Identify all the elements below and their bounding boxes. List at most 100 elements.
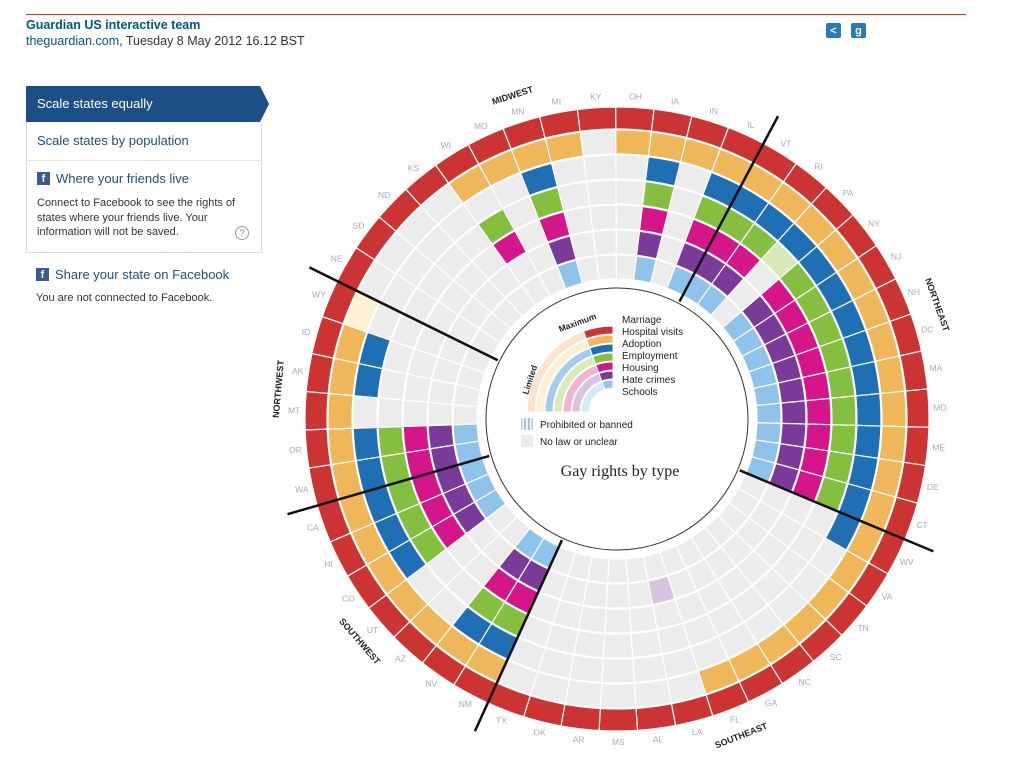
cell-OH-employment[interactable] (615, 179, 647, 207)
state-label-CO[interactable]: CO (342, 594, 355, 604)
state-label-CA[interactable]: CA (307, 523, 319, 533)
cell-AR-adoption[interactable] (568, 654, 604, 684)
cell-KY-schools[interactable] (595, 254, 618, 281)
state-label-AL[interactable]: AL (653, 734, 664, 744)
cell-MD-housing[interactable] (805, 397, 832, 426)
state-label-DC[interactable]: DC (921, 324, 933, 334)
cell-AL-schools[interactable] (625, 555, 649, 584)
cell-MT-employment[interactable] (377, 397, 404, 428)
state-label-NE[interactable]: NE (331, 254, 343, 264)
cell-MD-marriage[interactable] (904, 388, 930, 428)
state-label-WY[interactable]: WY (312, 289, 326, 299)
state-label-VA[interactable]: VA (882, 591, 893, 601)
state-label-NH[interactable]: NH (908, 287, 920, 297)
cell-OH-housing[interactable] (615, 204, 644, 232)
cell-MS-employment[interactable] (602, 632, 634, 659)
cell-AL-marriage[interactable] (635, 703, 677, 731)
state-label-UT[interactable]: UT (367, 625, 378, 635)
cell-AL-housing[interactable] (628, 604, 658, 634)
cell-AL-adoption[interactable] (632, 654, 668, 684)
cell-KY-hate-crimes[interactable] (592, 229, 617, 257)
state-label-GA[interactable]: GA (765, 698, 778, 708)
cell-MD-employment[interactable] (830, 395, 857, 426)
state-label-WI[interactable]: WI (441, 140, 451, 150)
state-label-OR[interactable]: OR (289, 445, 302, 455)
state-label-TN[interactable]: TN (857, 623, 868, 633)
cell-MT-schools[interactable] (452, 403, 479, 426)
cell-ME-hospital-visits[interactable] (878, 425, 907, 463)
state-label-DE[interactable]: DE (927, 482, 939, 492)
state-label-SC[interactable]: SC (830, 652, 842, 662)
cell-MA-hate-crimes[interactable] (777, 377, 806, 404)
cell-ME-adoption[interactable] (853, 424, 882, 460)
state-label-NM[interactable]: NM (459, 699, 472, 709)
state-label-MT[interactable]: MT (288, 405, 300, 415)
state-label-IL[interactable]: IL (747, 120, 754, 130)
state-label-HI[interactable]: HI (324, 559, 333, 569)
cell-ME-employment[interactable] (828, 424, 857, 456)
author-link[interactable]: Guardian US interactive team (26, 18, 201, 32)
cell-KY-housing[interactable] (589, 204, 617, 232)
cell-OR-marriage[interactable] (304, 428, 332, 469)
cell-MT-marriage[interactable] (304, 390, 329, 431)
state-label-PA[interactable]: PA (843, 188, 854, 198)
cell-MT-housing[interactable] (402, 399, 429, 428)
cell-OH-hospital-visits[interactable] (615, 129, 653, 157)
share-icon[interactable]: < (826, 23, 841, 38)
cell-KY-employment[interactable] (585, 179, 617, 207)
state-label-SD[interactable]: SD (353, 220, 365, 230)
state-label-VT[interactable]: VT (780, 139, 791, 149)
state-label-MN[interactable]: MN (511, 107, 524, 117)
cell-OR-employment[interactable] (377, 425, 406, 458)
state-label-MO[interactable]: MO (474, 121, 488, 131)
state-label-ND[interactable]: ND (378, 190, 390, 200)
cell-KY-adoption[interactable] (582, 154, 617, 182)
state-label-NC[interactable]: NC (799, 677, 811, 687)
cell-MS-adoption[interactable] (601, 657, 635, 684)
cell-MT-adoption[interactable] (352, 395, 379, 429)
cell-MS-hate-crimes[interactable] (605, 583, 631, 609)
state-label-AZ[interactable]: AZ (395, 654, 406, 664)
cell-KY-hospital-visits[interactable] (579, 129, 617, 157)
state-label-IA[interactable]: IA (671, 96, 679, 106)
site-link[interactable]: theguardian.com (26, 34, 120, 48)
state-label-TX[interactable]: TX (496, 716, 507, 726)
cell-MT-hate-crimes[interactable] (427, 401, 454, 427)
cell-MS-hospital-visits[interactable] (599, 682, 637, 709)
cell-MD-hospital-visits[interactable] (880, 390, 907, 428)
state-label-AR[interactable]: AR (573, 735, 585, 745)
state-label-OK[interactable]: OK (533, 728, 546, 738)
cell-MI-employment[interactable] (557, 181, 591, 212)
cell-ME-marriage[interactable] (903, 426, 930, 467)
state-label-MS[interactable]: MS (612, 737, 625, 747)
cell-AR-marriage[interactable] (560, 703, 601, 732)
state-label-ME[interactable]: ME (932, 442, 945, 452)
cell-AK-hospital-visits[interactable] (328, 357, 359, 397)
cell-AK-adoption[interactable] (353, 362, 384, 399)
state-label-RI[interactable]: RI (814, 162, 823, 172)
scale-equal-tab[interactable]: Scale states equally (26, 86, 269, 122)
cell-OR-schools[interactable] (452, 423, 480, 446)
cell-MT-hospital-visits[interactable] (327, 392, 354, 430)
help-icon[interactable]: ? (235, 225, 249, 240)
cell-OH-hate-crimes[interactable] (615, 229, 641, 256)
state-label-NJ[interactable]: NJ (891, 251, 901, 261)
cell-OH-adoption[interactable] (615, 154, 650, 182)
state-label-MI[interactable]: MI (552, 97, 561, 107)
cell-AL-hospital-visits[interactable] (633, 678, 672, 709)
cell-MS-schools[interactable] (606, 558, 629, 584)
state-label-ID[interactable]: ID (302, 327, 311, 337)
state-label-MA[interactable]: MA (930, 363, 943, 373)
cell-MS-marriage[interactable] (598, 707, 639, 732)
cell-MD-adoption[interactable] (855, 392, 882, 427)
cell-OR-hospital-visits[interactable] (327, 427, 356, 466)
state-label-AK[interactable]: AK (292, 366, 304, 376)
cell-OR-adoption[interactable] (352, 426, 381, 462)
state-label-OH[interactable]: OH (629, 92, 642, 102)
cell-AL-employment[interactable] (630, 629, 663, 659)
cell-MA-hospital-visits[interactable] (874, 355, 906, 395)
cell-MA-housing[interactable] (801, 371, 831, 402)
cell-OH-marriage[interactable] (615, 106, 655, 132)
cell-AR-employment[interactable] (573, 629, 606, 659)
cell-MA-employment[interactable] (826, 366, 856, 399)
